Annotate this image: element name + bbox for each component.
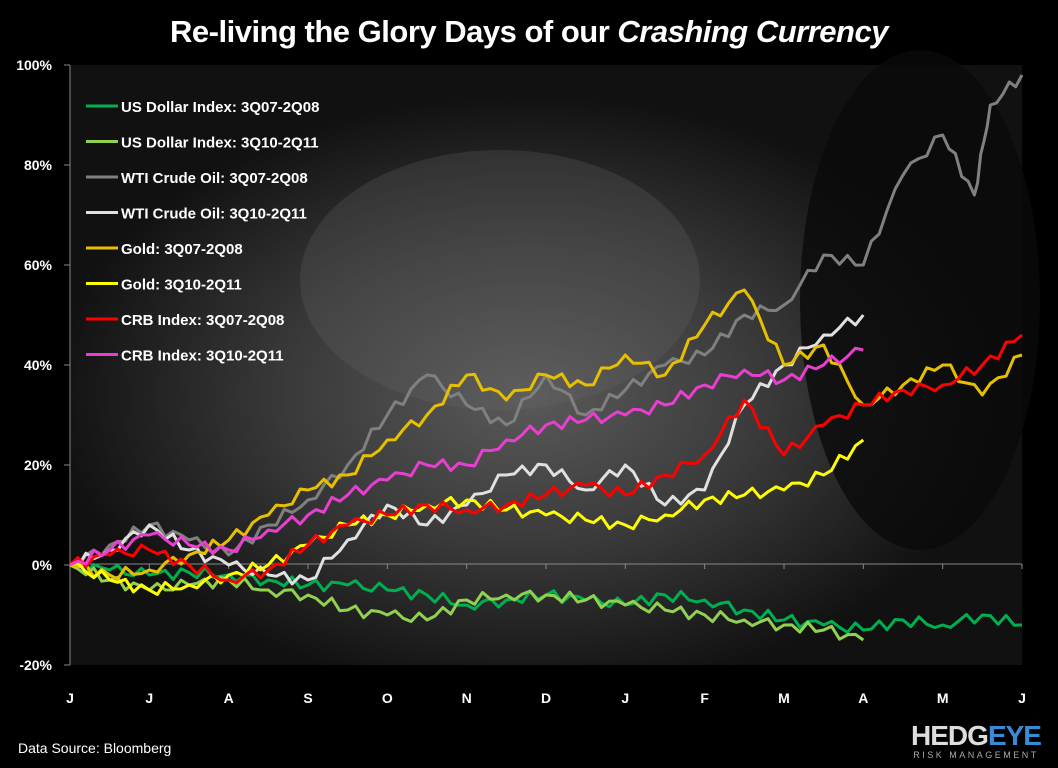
series-line-3	[69, 314, 865, 586]
legend-label: US Dollar Index: 3Q10-2Q11	[121, 135, 319, 152]
y-tick-label: 100%	[16, 57, 52, 73]
x-tick-label: M	[937, 690, 949, 706]
series-line-6	[68, 333, 1023, 585]
photo-shadow	[800, 50, 1040, 550]
x-tick-label: J	[145, 690, 153, 706]
series-line-2	[69, 74, 1024, 568]
x-tick-label: J	[66, 690, 74, 706]
legend-label: US Dollar Index: 3Q07-2Q08	[121, 99, 319, 116]
y-tick-label: -20%	[19, 657, 52, 673]
legend-label: CRB Index: 3Q07-2Q08	[121, 312, 284, 329]
x-tick-label: J	[621, 690, 629, 706]
x-tick-label: J	[1018, 690, 1026, 706]
legend-label: CRB Index: 3Q10-2Q11	[121, 348, 284, 365]
y-tick-label: 80%	[24, 157, 53, 173]
chart-title: Re-living the Glory Days of our Crashing…	[170, 14, 888, 49]
hedgeye-logo: HEDGEYE RISK MANAGEMENT	[911, 720, 1042, 761]
series-line-7	[69, 346, 864, 567]
x-tick-label: D	[541, 690, 551, 706]
photo-highlight	[300, 150, 700, 410]
data-source: Data Source: Bloomberg	[18, 740, 172, 756]
x-tick-label: F	[700, 690, 709, 706]
series-line-5	[69, 438, 865, 596]
y-tick-label: 20%	[24, 457, 53, 473]
y-tick-label: 0%	[32, 557, 53, 573]
y-tick-label: 40%	[24, 357, 53, 373]
legend-label: Gold: 3Q10-2Q11	[121, 277, 242, 294]
x-tick-label: O	[382, 690, 393, 706]
y-tick-label: 60%	[24, 257, 53, 273]
legend-label: Gold: 3Q07-2Q08	[121, 241, 243, 258]
x-tick-label: A	[224, 690, 234, 706]
x-tick-label: N	[462, 690, 472, 706]
legend-label: WTI Crude Oil: 3Q07-2Q08	[121, 170, 308, 187]
x-tick-label: A	[858, 690, 868, 706]
x-tick-label: S	[303, 690, 312, 706]
series-line-1	[69, 563, 865, 642]
legend-label: WTI Crude Oil: 3Q10-2Q11	[121, 206, 307, 223]
x-tick-label: M	[778, 690, 790, 706]
